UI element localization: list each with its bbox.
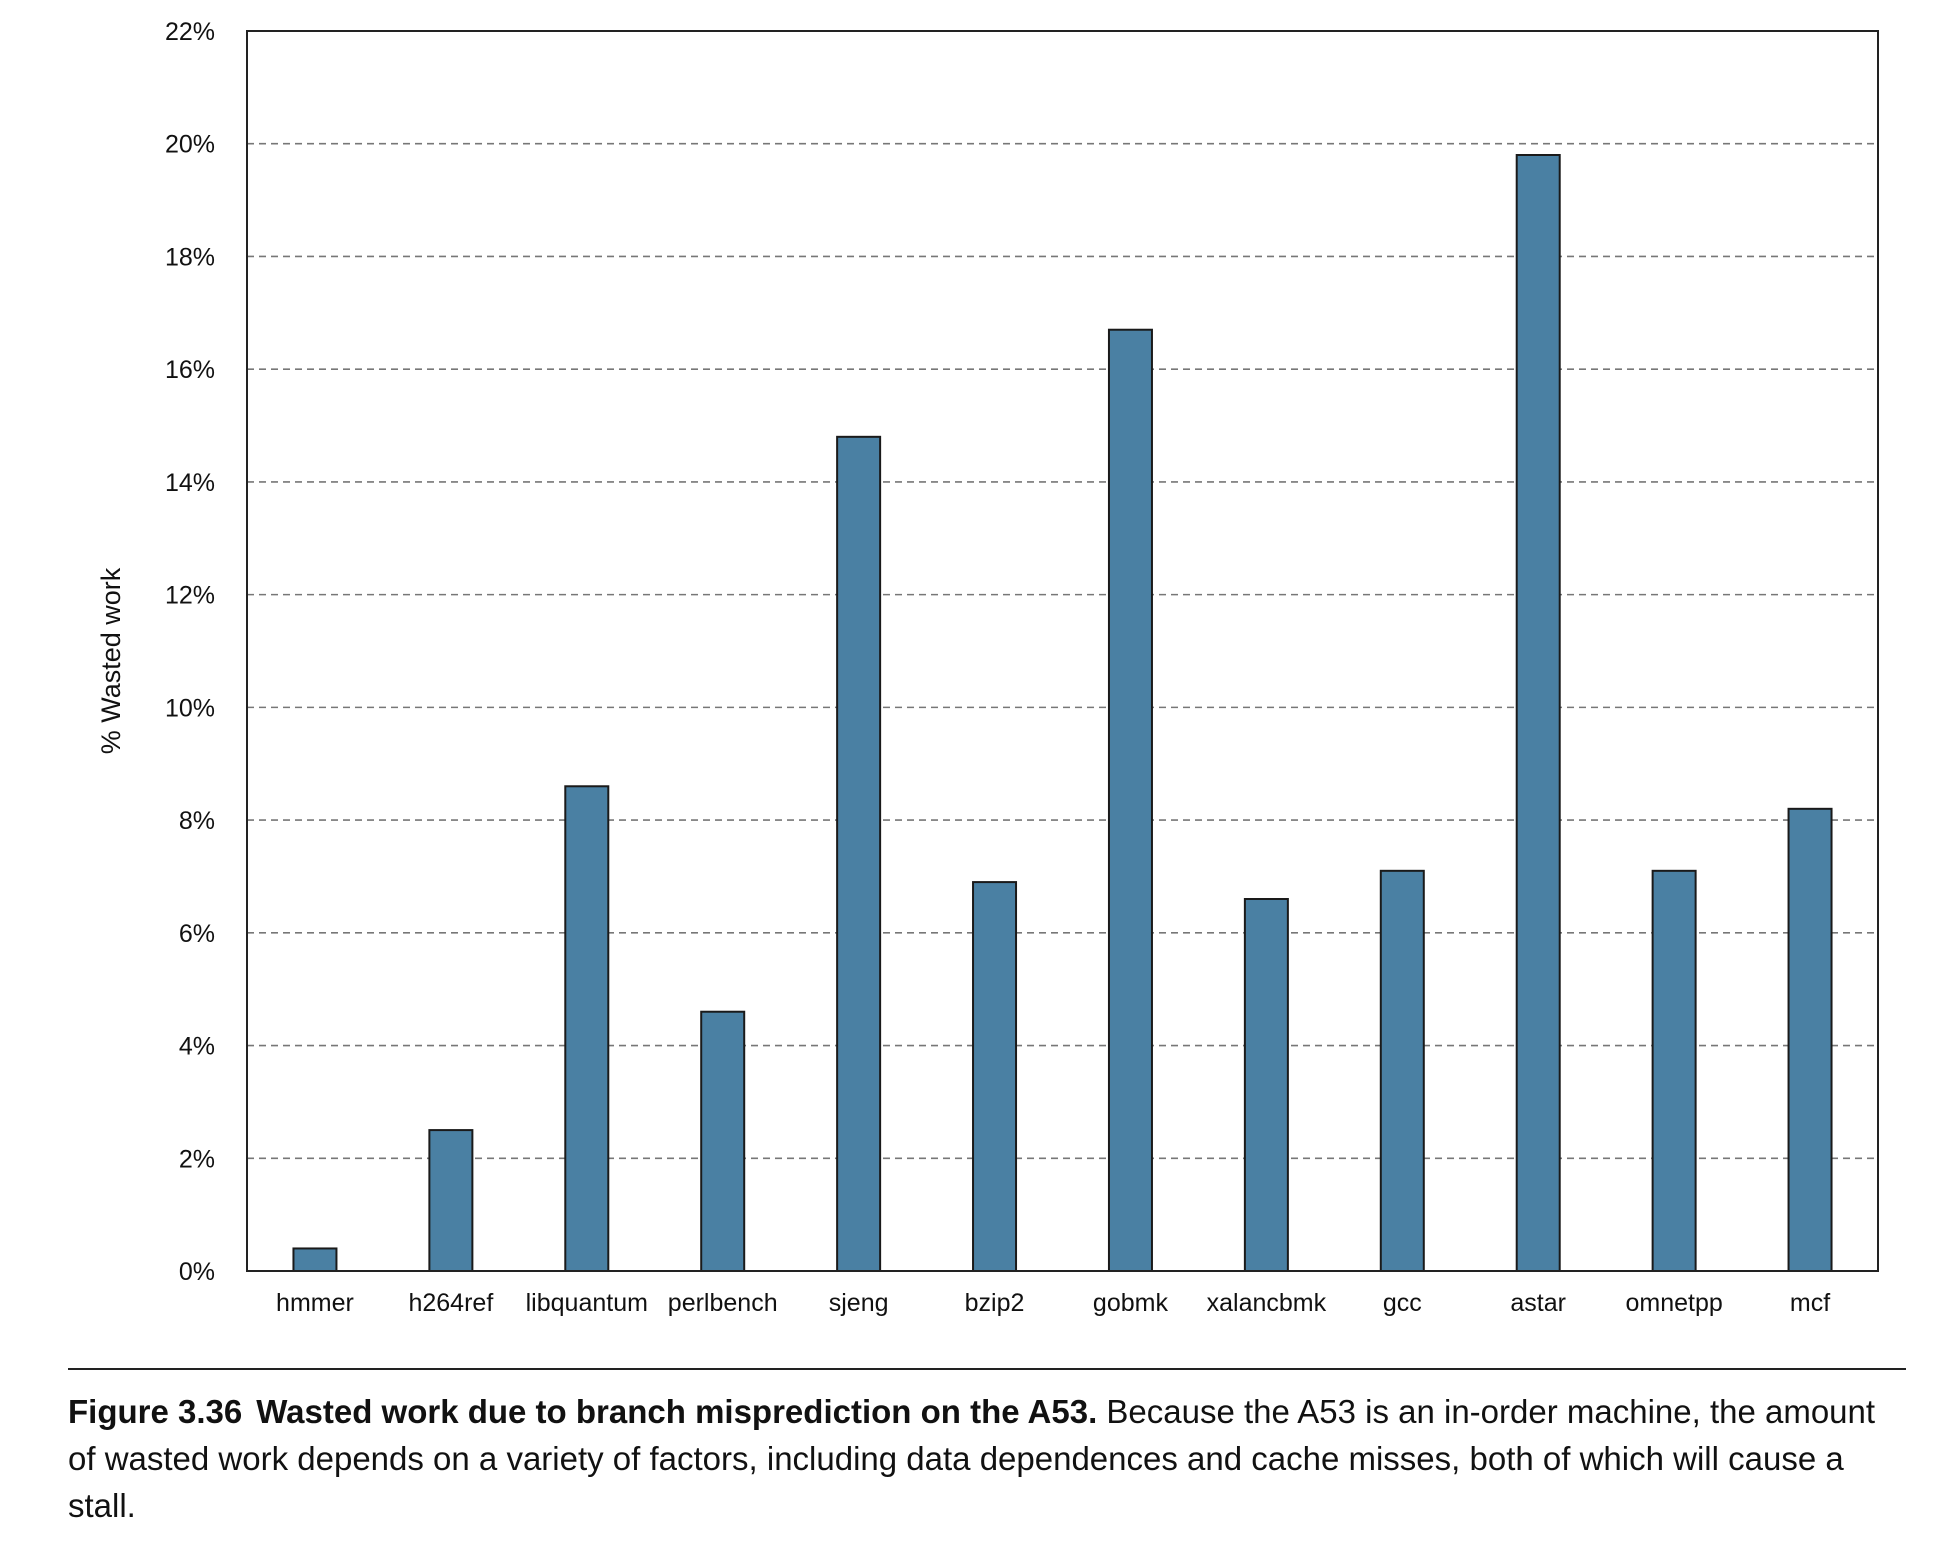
x-tick-label: perlbench [668, 1289, 778, 1317]
y-tick-label: 8% [179, 807, 215, 835]
bar-hmmer [292, 1247, 338, 1273]
figure-number: Figure 3.36 [68, 1393, 243, 1430]
y-tick-labels: 0% 2% 4% 6% 8% 10% 12% 14% 16% 18% 20% 22% [165, 18, 215, 1286]
y-tick-label: 2% [179, 1145, 215, 1173]
x-tick-label: sjeng [829, 1289, 889, 1317]
bar-gobmk [1107, 328, 1153, 1272]
y-axis-title: % Wasted work [96, 567, 126, 754]
x-tick-label: libquantum [526, 1289, 648, 1317]
x-tick-label: h264ref [408, 1289, 493, 1317]
bar-h264ref [428, 1129, 474, 1273]
bar-mcf [1787, 807, 1833, 1272]
x-tick-label: omnetpp [1625, 1289, 1722, 1317]
y-tick-label: 20% [165, 131, 215, 159]
x-tick-label: mcf [1790, 1289, 1830, 1317]
y-tick-label: 16% [165, 356, 215, 384]
x-tick-label: bzip2 [965, 1289, 1025, 1317]
bar-astar [1515, 154, 1561, 1272]
y-tick-label: 12% [165, 582, 215, 610]
figure-caption-text: Because the A53 is an in-order machine, … [68, 1393, 1876, 1524]
bar-libquantum [564, 785, 610, 1272]
y-tick-label: 0% [179, 1258, 215, 1286]
bar-omnetpp [1651, 869, 1697, 1272]
plot-frame [246, 30, 1879, 1272]
figure-caption: Figure 3.36 Wasted work due to branch mis… [68, 1388, 1910, 1529]
bar-chart: 0% 2% 4% 6% 8% 10% 12% 14% 16% 18% 20% 22% hmmer h26… [96, 18, 1879, 1317]
bar-xalancbmk [1243, 898, 1289, 1272]
y-tick-label: 14% [165, 469, 215, 497]
figure-title: Wasted work due to branch misprediction … [256, 1393, 1098, 1430]
y-tick-label: 18% [165, 243, 215, 271]
x-tick-label: gcc [1383, 1289, 1422, 1317]
caption-divider [68, 1368, 1906, 1370]
gridlines [247, 142, 1878, 1160]
x-tick-label: hmmer [276, 1289, 354, 1317]
bars [292, 154, 1833, 1273]
y-tick-label: 6% [179, 920, 215, 948]
y-tick-label: 4% [179, 1033, 215, 1061]
y-tick-label: 22% [165, 18, 215, 46]
y-tick-label: 10% [165, 694, 215, 722]
bar-gcc [1379, 869, 1425, 1272]
bar-bzip2 [972, 881, 1018, 1272]
x-tick-label: gobmk [1093, 1289, 1169, 1317]
bar-sjeng [836, 435, 882, 1272]
x-tick-label: astar [1510, 1289, 1566, 1317]
x-tick-labels: hmmer h264ref libquantum perlbench sjeng bzip… [276, 1289, 1830, 1317]
bar-perlbench [700, 1010, 746, 1273]
x-tick-label: xalancbmk [1207, 1289, 1327, 1317]
